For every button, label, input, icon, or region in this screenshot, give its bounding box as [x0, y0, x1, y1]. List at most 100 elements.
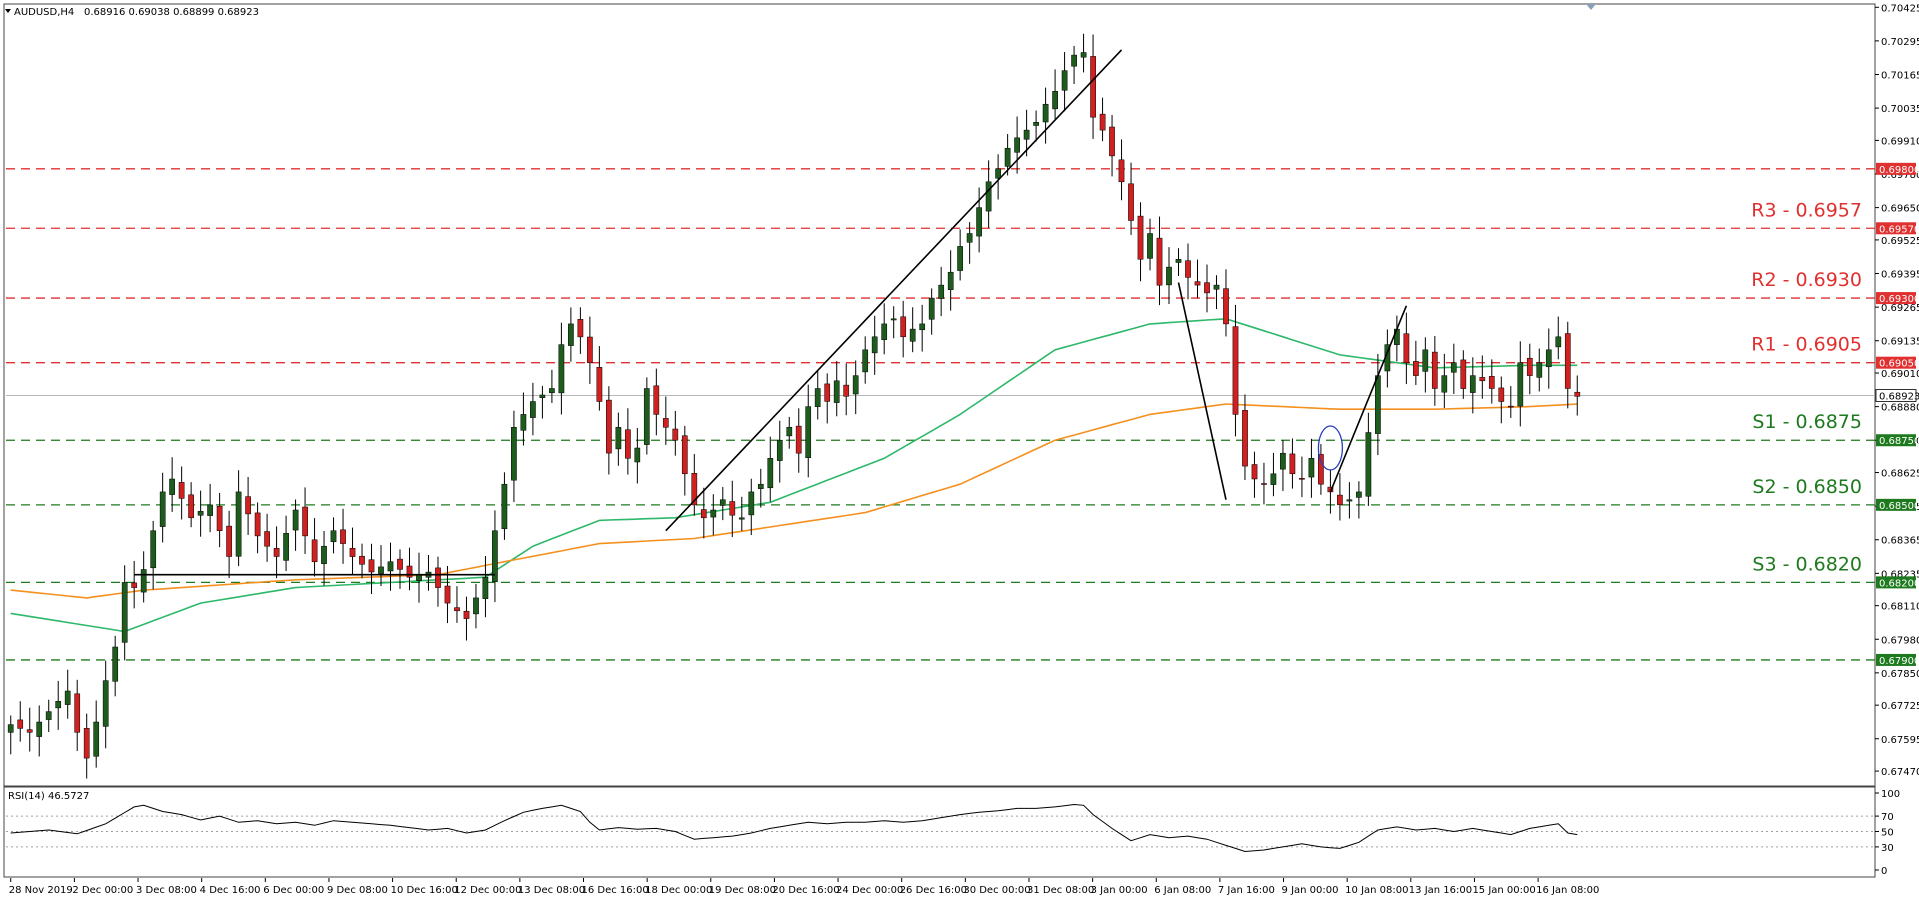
candle-body — [577, 319, 584, 338]
candle-body — [843, 384, 850, 397]
candle-body — [957, 246, 963, 271]
candle-body — [748, 491, 755, 516]
x-tick-label: 16 Dec 16:00 — [582, 885, 649, 896]
candle-body — [1023, 129, 1030, 140]
price-tick-label: 0.68110 — [1881, 602, 1919, 613]
candle-body — [1507, 405, 1514, 408]
candle-body — [1147, 233, 1153, 259]
candle-body — [1071, 54, 1077, 67]
candle-body — [55, 701, 62, 709]
candle-body — [1460, 359, 1467, 389]
candle-body — [93, 721, 100, 757]
candle-body — [1004, 147, 1011, 167]
candle-body — [1118, 159, 1125, 183]
level-price-tag-text: 0.69570 — [1879, 224, 1919, 235]
candle-body — [131, 582, 138, 588]
candle-body — [795, 425, 802, 454]
x-tick-label: 19 Dec 08:00 — [709, 885, 776, 896]
candle-body — [862, 349, 869, 373]
scroll-marker-icon[interactable] — [1586, 4, 1596, 10]
x-tick-label: 4 Dec 16:00 — [200, 885, 261, 896]
candle-body — [947, 271, 954, 290]
candle-body — [330, 530, 337, 543]
price-tick-label: 0.69010 — [1881, 369, 1919, 380]
level-label: R1 - 0.6905 — [1751, 334, 1862, 356]
candle-body — [985, 181, 992, 212]
candle-body — [1052, 91, 1058, 110]
candle-body — [511, 427, 517, 481]
candle-body — [444, 585, 451, 604]
price-tick-label: 0.70295 — [1881, 37, 1919, 48]
candle-body — [1413, 361, 1419, 376]
candle-body — [653, 385, 660, 415]
candle-body — [767, 458, 774, 489]
candle-body — [482, 576, 489, 599]
menu-triangle-icon[interactable] — [5, 9, 11, 13]
candle-body — [1308, 458, 1315, 478]
candle-body — [1204, 282, 1210, 294]
x-tick-label: 26 Dec 16:00 — [900, 885, 967, 896]
candle-body — [1517, 362, 1524, 407]
candle-body — [662, 418, 669, 428]
candle-body — [245, 496, 251, 515]
level-price-tag-text: 0.68750 — [1879, 436, 1919, 447]
rsi-tick-label: 100 — [1881, 789, 1900, 800]
candle-body — [681, 435, 688, 475]
level-label: S3 - 0.6820 — [1752, 553, 1862, 575]
candle-body — [1422, 349, 1429, 372]
x-tick-label: 24 Dec 00:00 — [836, 885, 903, 896]
level-label: S1 - 0.6875 — [1752, 411, 1862, 433]
x-tick-label: 15 Jan 00:00 — [1472, 885, 1535, 896]
level-price-tag — [1876, 222, 1916, 235]
candle-body — [473, 597, 479, 615]
rsi-tick-label: 50 — [1881, 828, 1894, 839]
level-price-tag — [1876, 162, 1916, 175]
candle-body — [368, 559, 375, 573]
candle-body — [150, 530, 157, 569]
candle-body — [26, 729, 33, 733]
trendline — [1177, 282, 1227, 500]
candle-body — [1469, 375, 1476, 393]
candle-body — [1299, 478, 1305, 480]
level-label: R3 - 0.6957 — [1751, 199, 1862, 221]
candle-body — [1042, 103, 1049, 123]
candle-body — [710, 509, 717, 518]
candle-body — [1564, 333, 1571, 389]
candle-body — [273, 548, 280, 557]
candle-body — [1128, 183, 1134, 221]
candle-body — [435, 567, 441, 588]
level-price-tag-text: 0.68500 — [1879, 501, 1919, 512]
candle-body — [615, 427, 622, 450]
candle-body — [1109, 126, 1115, 157]
candle-body — [995, 168, 1001, 179]
moving-average-green — [10, 317, 1578, 633]
x-tick-label: 10 Jan 08:00 — [1345, 885, 1408, 896]
x-tick-label: 12 Dec 00:00 — [454, 885, 521, 896]
trendline — [665, 49, 1123, 532]
candle-body — [74, 693, 81, 733]
candle-body — [463, 610, 470, 619]
price-tick-label: 0.69780 — [1881, 170, 1919, 181]
candle-body — [587, 336, 593, 363]
candle-body — [738, 517, 745, 520]
candle-body — [188, 494, 194, 519]
price-tick-label: 0.67595 — [1881, 735, 1919, 746]
candle-body — [1232, 326, 1239, 415]
rsi-line — [10, 803, 1578, 853]
candle-body — [45, 711, 52, 720]
candle-body — [833, 380, 840, 403]
candle-body — [216, 505, 223, 531]
candle-body — [786, 427, 793, 437]
main-panel-frame — [3, 3, 1876, 787]
candle-body — [520, 414, 527, 431]
x-tick-label: 3 Jan 00:00 — [1091, 885, 1148, 896]
level-price-tag — [1876, 576, 1916, 589]
candle-body — [112, 646, 119, 682]
price-tick-label: 0.69910 — [1881, 136, 1919, 147]
trendline — [1329, 305, 1408, 493]
candle-body — [1061, 70, 1068, 91]
x-tick-label: 31 Dec 08:00 — [1027, 885, 1094, 896]
candle-body — [1346, 499, 1353, 502]
